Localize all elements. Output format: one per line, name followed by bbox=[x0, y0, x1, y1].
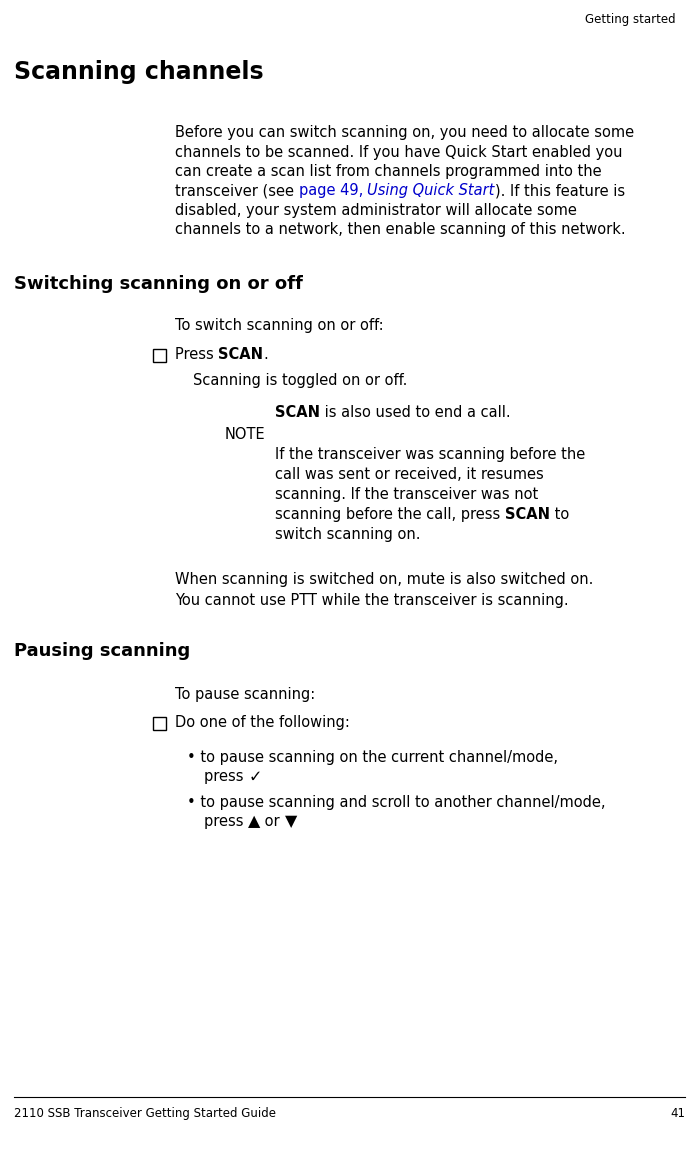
Text: .: . bbox=[264, 347, 268, 362]
Text: To switch scanning on or off:: To switch scanning on or off: bbox=[175, 318, 384, 333]
Text: Before you can switch scanning on, you need to allocate some: Before you can switch scanning on, you n… bbox=[175, 125, 634, 140]
Text: is also used to end a call.: is also used to end a call. bbox=[320, 405, 511, 420]
Text: NOTE: NOTE bbox=[225, 427, 266, 442]
Text: switch scanning on.: switch scanning on. bbox=[275, 527, 421, 542]
Text: Scanning is toggled on or off.: Scanning is toggled on or off. bbox=[193, 372, 408, 388]
Text: transceiver (see: transceiver (see bbox=[175, 184, 298, 199]
Text: scanning before the call, press: scanning before the call, press bbox=[275, 508, 505, 521]
Text: ▼: ▼ bbox=[284, 815, 297, 830]
Text: SCAN: SCAN bbox=[275, 405, 320, 420]
Text: To pause scanning:: To pause scanning: bbox=[175, 687, 315, 702]
Text: 2110 SSB Transceiver Getting Started Guide: 2110 SSB Transceiver Getting Started Gui… bbox=[14, 1107, 276, 1120]
Text: Switching scanning on or off: Switching scanning on or off bbox=[14, 275, 303, 293]
Text: scanning. If the transceiver was not: scanning. If the transceiver was not bbox=[275, 487, 538, 502]
Text: ✓: ✓ bbox=[248, 769, 261, 785]
Text: disabled, your system administrator will allocate some: disabled, your system administrator will… bbox=[175, 203, 577, 218]
Text: call was sent or received, it resumes: call was sent or received, it resumes bbox=[275, 467, 544, 482]
Text: channels to a network, then enable scanning of this network.: channels to a network, then enable scann… bbox=[175, 222, 626, 237]
Text: press: press bbox=[204, 769, 248, 785]
Text: When scanning is switched on, mute is also switched on.: When scanning is switched on, mute is al… bbox=[175, 572, 593, 587]
Text: Do one of the following:: Do one of the following: bbox=[175, 715, 350, 730]
Text: SCAN: SCAN bbox=[218, 347, 264, 362]
Text: ). If this feature is: ). If this feature is bbox=[495, 184, 625, 199]
Bar bbox=[153, 717, 166, 730]
Text: 41: 41 bbox=[670, 1107, 685, 1120]
Text: Press: Press bbox=[175, 347, 218, 362]
Text: Scanning channels: Scanning channels bbox=[14, 61, 264, 84]
Text: Pausing scanning: Pausing scanning bbox=[14, 643, 190, 660]
Text: Using Quick Start: Using Quick Start bbox=[368, 184, 495, 199]
Text: page 49,: page 49, bbox=[298, 184, 368, 199]
Text: If the transceiver was scanning before the: If the transceiver was scanning before t… bbox=[275, 447, 585, 462]
Text: can create a scan list from channels programmed into the: can create a scan list from channels pro… bbox=[175, 164, 602, 179]
Text: SCAN: SCAN bbox=[505, 508, 550, 521]
Text: or: or bbox=[260, 815, 284, 830]
Text: • to pause scanning on the current channel/mode,: • to pause scanning on the current chann… bbox=[187, 750, 558, 765]
Text: • to pause scanning and scroll to another channel/mode,: • to pause scanning and scroll to anothe… bbox=[187, 795, 605, 810]
Text: channels to be scanned. If you have Quick Start enabled you: channels to be scanned. If you have Quic… bbox=[175, 144, 623, 159]
Bar bbox=[153, 349, 166, 362]
Text: press: press bbox=[204, 815, 248, 830]
Text: ▲: ▲ bbox=[248, 815, 260, 830]
Text: Getting started: Getting started bbox=[585, 13, 676, 26]
Text: to: to bbox=[550, 508, 569, 521]
Text: You cannot use PTT while the transceiver is scanning.: You cannot use PTT while the transceiver… bbox=[175, 592, 568, 608]
